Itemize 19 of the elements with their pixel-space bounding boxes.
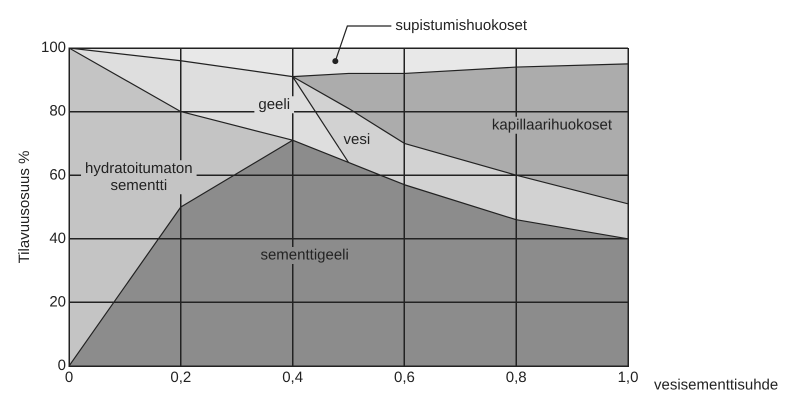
x-tick-label: 1,0 bbox=[618, 369, 638, 386]
y-tick-label: 60 bbox=[49, 166, 66, 184]
series-label: kapillaarihuokoset bbox=[492, 116, 613, 134]
x-tick-label: 0,2 bbox=[170, 369, 192, 386]
series-label: hydratoitumaton sementti bbox=[85, 160, 193, 194]
x-tick-label: 0,6 bbox=[394, 369, 415, 386]
series-label: vesi bbox=[344, 130, 370, 148]
y-tick-label: 20 bbox=[49, 294, 66, 311]
x-axis-title: vesisementtisuhde bbox=[654, 376, 778, 394]
series-label: sementtigeeli bbox=[260, 246, 349, 264]
y-axis-title: Tilavuusosuus % bbox=[16, 150, 34, 264]
series-label: geeli bbox=[258, 96, 290, 113]
y-tick-label: 100 bbox=[40, 39, 66, 56]
y-tick-label: 0 bbox=[58, 357, 66, 374]
series-label: supistumishuokoset bbox=[395, 17, 528, 34]
y-tick-label: 40 bbox=[49, 230, 66, 247]
y-tick-label: 80 bbox=[49, 102, 66, 120]
x-tick-label: 0,8 bbox=[506, 369, 527, 386]
x-tick-label: 0,4 bbox=[282, 369, 304, 386]
